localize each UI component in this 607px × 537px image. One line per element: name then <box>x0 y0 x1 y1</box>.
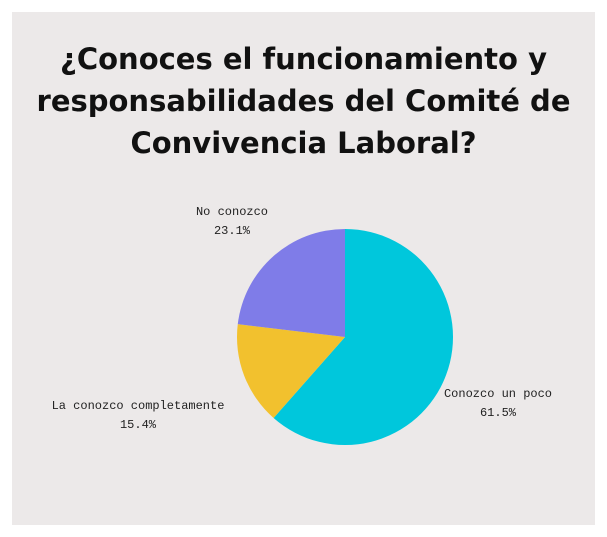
slice-label-1: Conozco un poco <box>444 387 552 401</box>
pie-slice-1 <box>273 229 454 446</box>
chart-title-line-3: Convivencia Laboral? <box>130 126 477 160</box>
pie-slice-2 <box>237 324 345 419</box>
chart-title-line-2: responsabilidades del Comité de <box>36 84 571 118</box>
pie-slice-3 <box>237 229 345 337</box>
slice-percent-2: 15.4% <box>120 418 157 432</box>
pie-chart: Conozco un poco 61.5% La conozco completam… <box>52 205 552 446</box>
slice-percent-3: 23.1% <box>214 224 251 238</box>
slice-label-2: La conozco completamente <box>52 399 225 413</box>
chart-frame: ¿Conoces el funcionamiento y responsabil… <box>12 12 595 525</box>
slice-percent-1: 61.5% <box>480 406 517 420</box>
chart-title: ¿Conoces el funcionamiento y responsabil… <box>12 38 595 164</box>
chart-title-line-1: ¿Conoces el funcionamiento y <box>60 42 547 76</box>
slice-label-3: No conozco <box>196 205 268 219</box>
